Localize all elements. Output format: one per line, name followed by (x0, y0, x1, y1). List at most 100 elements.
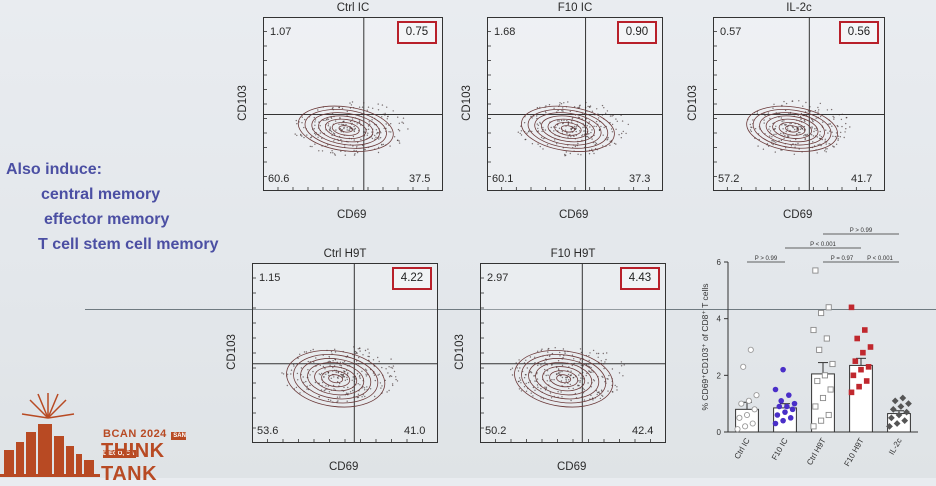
data-point (850, 372, 857, 379)
quadrant-upper-right-highlight: 4.43 (620, 267, 660, 290)
data-point (905, 400, 912, 408)
logo-line1: BCAN 2024 (103, 428, 167, 440)
y-axis-label: % CD69⁺CD103⁺ of CD8⁺ T cells (700, 284, 710, 411)
plot-title: F10 H9T (550, 248, 596, 260)
flow-plot (487, 17, 663, 191)
x-axis-label: CD69 (337, 209, 367, 221)
quadrant-upper-left: 1.15 (259, 272, 281, 284)
data-point (786, 392, 792, 398)
data-point (856, 383, 862, 390)
data-point (814, 377, 821, 385)
data-point (823, 335, 830, 342)
data-point (903, 408, 910, 416)
side-text-line2: central memory (41, 186, 161, 203)
quadrant-upper-left: 1.07 (270, 26, 292, 38)
x-tick-label: Ctrl H9T (805, 436, 828, 466)
data-point (897, 403, 905, 410)
quadrant-lower-right: 37.5 (409, 173, 431, 185)
x-tick-label: IL-2c (887, 437, 904, 457)
data-point (858, 366, 864, 373)
y-axis-label: CD103 (237, 85, 249, 121)
y-tick-label: 2 (717, 371, 722, 380)
x-tick-label: F10 H9T (842, 436, 865, 468)
x-axis-label: CD69 (783, 209, 813, 221)
x-axis-label: CD69 (557, 461, 587, 473)
data-point (738, 400, 745, 407)
quadrant-upper-left: 0.57 (720, 26, 742, 38)
side-text-line1: Also induce: (6, 161, 103, 178)
y-axis-label: CD103 (687, 85, 699, 121)
plot-title: IL-2c (786, 2, 812, 14)
flow-plot (480, 263, 666, 443)
quadrant-lower-right: 41.7 (851, 173, 873, 185)
data-point (821, 372, 828, 379)
comparison-label: P < 0.001 (867, 256, 893, 262)
side-text-line4: T cell stem cell memory (38, 236, 219, 253)
quadrant-upper-left: 1.68 (494, 26, 516, 38)
logo-line2: THINK TANK (101, 440, 165, 485)
flow-plot (252, 263, 438, 443)
data-point (848, 389, 855, 396)
plot-title: Ctrl IC (336, 2, 370, 14)
plot-title: F10 IC (557, 2, 593, 14)
quadrant-lower-left: 50.2 (485, 425, 507, 437)
data-point (749, 420, 756, 427)
x-axis-label: CD69 (559, 209, 589, 221)
quadrant-lower-left: 60.1 (492, 173, 514, 185)
quadrant-upper-right-highlight: 0.90 (617, 21, 657, 44)
quadrant-upper-right-highlight: 0.75 (397, 21, 437, 44)
data-point (812, 403, 819, 410)
data-point (825, 304, 832, 311)
comparison-label: P < 0.001 (810, 242, 836, 248)
data-point (791, 400, 798, 407)
data-point (862, 327, 868, 333)
data-point (893, 420, 901, 427)
data-point (848, 304, 855, 311)
data-point (751, 406, 758, 413)
bar-chart: 0 2 4 6 % CD69⁺CD103⁺ of CD8⁺ T cells Ctrl IC… (700, 228, 918, 468)
data-point (778, 398, 784, 404)
data-point (816, 346, 823, 353)
quadrant-lower-left: 53.6 (257, 425, 279, 437)
data-point (772, 420, 779, 427)
data-point (740, 363, 747, 370)
x-tick-label: F10 IC (770, 436, 790, 461)
comparison-label: P > 0.99 (755, 256, 778, 262)
data-point (818, 309, 825, 317)
data-point (776, 403, 783, 410)
data-point (789, 406, 796, 413)
data-point (860, 349, 866, 356)
data-point (780, 417, 786, 424)
y-tick-label: 4 (717, 315, 722, 324)
data-point (863, 378, 870, 384)
data-point (743, 411, 751, 419)
quadrant-lower-left: 57.2 (718, 173, 740, 185)
data-point (787, 415, 794, 421)
data-point (827, 386, 834, 393)
y-tick-label: 0 (717, 428, 722, 437)
x-axis-label: CD69 (329, 461, 359, 473)
comparison-label: P = 0.97 (831, 256, 854, 262)
data-point (825, 411, 832, 419)
data-point (829, 360, 836, 368)
data-point (812, 267, 819, 274)
data-point (852, 358, 859, 364)
data-point (854, 335, 860, 342)
city-skyline-icon (0, 393, 100, 477)
data-point (888, 414, 895, 422)
data-point (819, 394, 827, 402)
comparison-label: P > 0.99 (850, 228, 873, 234)
data-point (780, 366, 786, 373)
data-point (774, 412, 781, 418)
horizontal-guide-line (85, 309, 936, 310)
data-point (745, 397, 752, 404)
flow-plot (263, 17, 443, 191)
data-point (753, 392, 760, 399)
plot-title: Ctrl H9T (323, 248, 367, 260)
y-tick-label: 6 (717, 258, 722, 267)
flow-plot (713, 17, 885, 191)
data-point (891, 397, 899, 405)
data-point (810, 423, 817, 430)
data-point (818, 417, 825, 424)
y-axis-label: CD103 (461, 85, 473, 121)
